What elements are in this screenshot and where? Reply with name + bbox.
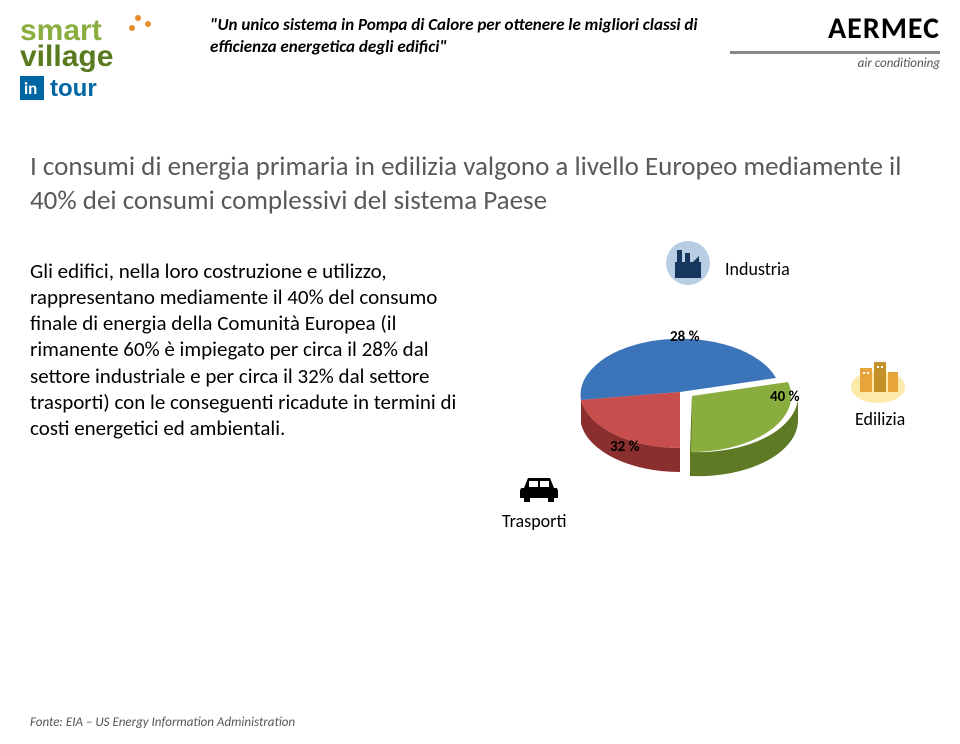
body-text: Gli edifici, nella loro costruzione e ut… (30, 258, 460, 578)
main-heading: I consumi di energia primaria in edilizi… (0, 110, 960, 248)
smart-village-logo: smart village in tour (20, 10, 190, 110)
pie-chart: Industria Edilizia Trasporti (480, 258, 930, 578)
label-trasporti: Trasporti (502, 510, 566, 532)
footer-source: Fonte: EIA – US Energy Information Admin… (30, 715, 295, 730)
header: smart village in tour "Un unico sistema … (0, 0, 960, 110)
factory-icon (665, 240, 711, 291)
svg-text:tour: tour (50, 75, 97, 102)
car-icon (516, 468, 562, 513)
svg-text:village: village (20, 40, 113, 73)
aermec-logo: AERMEC air conditioning (730, 10, 940, 71)
pct-trasporti: 32 % (610, 438, 640, 456)
label-edilizia: Edilizia (855, 408, 905, 430)
header-title: "Un unico sistema in Pompa di Calore per… (210, 10, 710, 58)
label-industria: Industria (725, 258, 790, 280)
pct-edilizia: 40 % (770, 388, 800, 406)
aermec-tagline: air conditioning (730, 54, 940, 71)
pct-industria: 28 % (670, 328, 700, 346)
aermec-name: AERMEC (730, 10, 940, 47)
svg-text:in: in (24, 78, 37, 99)
content-row: Gli edifici, nella loro costruzione e ut… (0, 248, 960, 578)
buildings-icon (850, 358, 906, 409)
